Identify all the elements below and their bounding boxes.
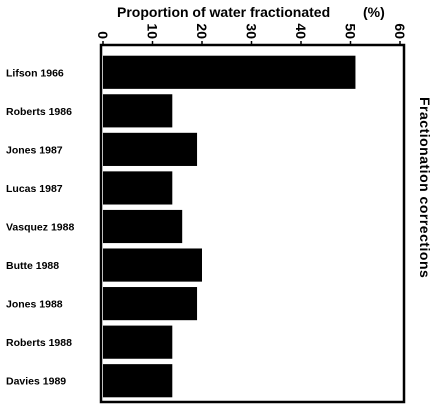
plot-frame xyxy=(99,43,406,404)
category-label: Jones 1988 xyxy=(6,299,63,311)
x-axis-ticks: 0 10 20 30 40 50 60 xyxy=(95,23,408,45)
category-label: Lifson 1966 xyxy=(6,67,64,79)
x-tick-label: 40 xyxy=(293,23,309,39)
chart-title: Proportion of water fractionated xyxy=(117,4,330,20)
bar xyxy=(103,248,202,282)
category-label: Davies 1989 xyxy=(6,376,66,388)
x-tick-label: 50 xyxy=(343,23,359,39)
bars xyxy=(103,55,356,398)
x-tick-label: 10 xyxy=(145,23,161,39)
category-label: Roberts 1988 xyxy=(6,337,72,349)
chart-title-unit: (%) xyxy=(363,4,385,20)
bar xyxy=(103,171,173,205)
category-label: Lucas 1987 xyxy=(6,183,63,195)
bar xyxy=(103,209,183,244)
x-tick-label: 30 xyxy=(244,23,260,39)
side-label: Fractionation corrections xyxy=(417,97,433,278)
x-tick-label: 20 xyxy=(194,23,210,39)
bar xyxy=(103,364,173,398)
category-label: Jones 1987 xyxy=(6,144,63,156)
bar xyxy=(103,132,198,166)
x-tick-label: 0 xyxy=(95,31,111,39)
category-label: Roberts 1986 xyxy=(6,106,72,118)
x-tick-label: 60 xyxy=(392,23,408,39)
bar xyxy=(103,287,198,321)
bar xyxy=(103,325,173,359)
category-label: Vasquez 1988 xyxy=(6,222,74,234)
category-labels: Lifson 1966 Roberts 1986 Jones 1987 Lucas 1… xyxy=(6,67,74,387)
category-label: Butte 1988 xyxy=(6,260,59,272)
bar xyxy=(103,55,356,89)
bar xyxy=(103,94,173,128)
